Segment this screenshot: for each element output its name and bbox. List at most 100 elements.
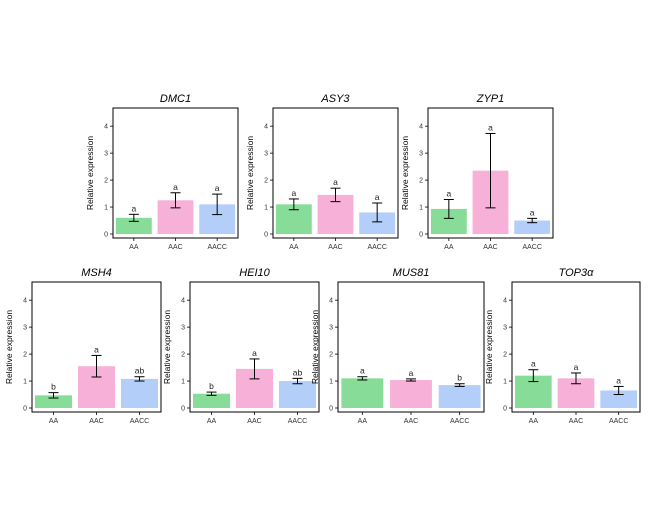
significance-letter: a [409,368,414,378]
x-tick-label: AAC [168,244,182,251]
y-tick-label: 3 [503,325,507,332]
x-tick-label: AACC [450,418,469,425]
bar-aa [115,217,152,234]
y-tick-label: 3 [181,325,185,332]
significance-letter: b [51,382,56,392]
y-tick-label: 3 [104,151,108,158]
y-tick-label: 1 [419,205,423,212]
y-tick-label: 0 [104,232,108,239]
chart-title: MUS81 [393,267,430,279]
y-tick-label: 4 [23,298,27,305]
x-tick-label: AA [207,418,217,425]
y-axis-label: Relative expression [162,310,172,384]
panel-border [427,107,554,239]
significance-letter: a [131,203,136,213]
y-tick-label: 0 [329,406,333,413]
significance-letter: a [291,188,296,198]
bar-aacc [514,220,551,234]
significance-letter: a [94,344,99,354]
y-tick-label: 4 [264,124,268,131]
significance-letter: a [360,366,365,376]
x-tick-label: AACC [288,418,307,425]
chart-panel-3: MSH4 Relative expression 0 1 2 3 4 b AA a AAC ab AAC… [4,267,162,425]
y-tick-label: 2 [181,352,185,359]
chart-panel-0: DMC1 Relative expression 0 1 2 3 4 a AA a AAC a AACC [85,93,239,251]
significance-letter: a [616,375,621,385]
bar-aacc [600,390,638,408]
significance-letter: a [173,182,178,192]
chart-title: DMC1 [160,93,191,105]
significance-letter: a [375,192,380,202]
bar-aa [193,393,230,408]
significance-letter: a [530,207,535,217]
panel-border [189,281,320,413]
y-tick-label: 1 [503,379,507,386]
y-axis-label: Relative expression [400,136,410,210]
bar-aacc [279,381,316,408]
y-tick-label: 4 [181,298,185,305]
chart-panel-4: HEI10 Relative expression 0 1 2 3 4 b AA a AAC ab AA… [162,267,320,425]
y-axis-label: Relative expression [310,310,320,384]
bar-aac [390,379,432,408]
significance-letter: a [252,348,257,358]
chart-title: MSH4 [81,267,112,279]
y-tick-label: 2 [104,178,108,185]
x-tick-label: AAC [483,244,497,251]
y-tick-label: 0 [264,232,268,239]
y-axis-label: Relative expression [245,136,255,210]
significance-letter: a [215,183,220,193]
x-tick-label: AA [289,244,299,251]
y-axis-label: Relative expression [4,310,14,384]
x-tick-label: AA [129,244,139,251]
x-tick-label: AAC [89,418,103,425]
significance-letter: ab [135,366,145,376]
x-tick-label: AAC [569,418,583,425]
y-tick-label: 4 [503,298,507,305]
y-tick-label: 1 [181,379,185,386]
panel-border [112,107,239,239]
significance-letter: b [209,381,214,391]
y-tick-label: 3 [23,325,27,332]
y-tick-label: 0 [419,232,423,239]
chart-title: HEI10 [239,267,270,279]
significance-letter: a [333,177,338,187]
y-tick-label: 4 [329,298,333,305]
y-tick-label: 1 [329,379,333,386]
x-tick-label: AAC [328,244,342,251]
y-tick-label: 4 [419,124,423,131]
bar-aa [341,378,384,408]
y-tick-label: 0 [181,406,185,413]
x-tick-label: AACC [130,418,149,425]
panel-border [511,281,641,413]
bar-aa [35,395,72,408]
y-tick-label: 2 [329,352,333,359]
y-tick-label: 2 [419,178,423,185]
significance-letter: a [531,359,536,369]
y-tick-label: 0 [23,406,27,413]
significance-letter: a [574,362,579,372]
significance-letter: a [446,188,451,198]
y-tick-label: 1 [104,205,108,212]
x-tick-label: AACC [609,418,628,425]
x-tick-label: AACC [522,244,541,251]
significance-letter: b [457,373,462,383]
y-tick-label: 4 [104,124,108,131]
y-tick-label: 3 [264,151,268,158]
x-tick-label: AA [444,244,454,251]
bar-aacc [359,212,396,234]
x-tick-label: AA [49,418,59,425]
significance-letter: a [488,122,493,132]
x-tick-label: AA [358,418,368,425]
chart-title: ASY3 [320,93,350,105]
y-tick-label: 1 [264,205,268,212]
panel-border [337,281,485,413]
chart-panel-6: TOP3α Relative expression 0 1 2 3 4 a AA a AAC a AAC… [484,267,641,425]
y-tick-label: 2 [23,352,27,359]
chart-panel-1: ASY3 Relative expression 0 1 2 3 4 a AA a AAC a AACC [245,93,399,251]
x-tick-label: AACC [367,244,386,251]
x-tick-label: AAC [247,418,261,425]
chart-title: TOP3α [559,267,595,279]
y-tick-label: 3 [419,151,423,158]
chart-panel-2: ZYP1 Relative expression 0 1 2 3 4 a AA a AAC a AACC [400,93,554,251]
